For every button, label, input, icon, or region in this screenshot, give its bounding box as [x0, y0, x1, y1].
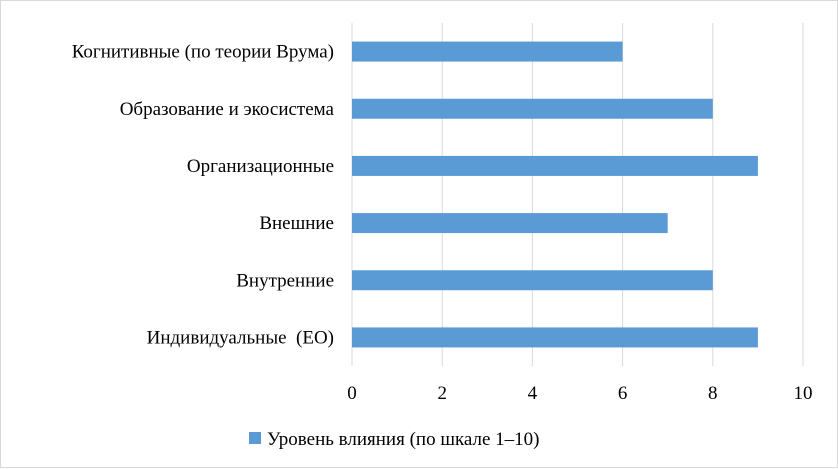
x-tick-label-2: 2	[437, 383, 447, 404]
x-tick-label-10: 10	[794, 383, 813, 404]
bar-2	[352, 270, 713, 291]
x-tick-label-4: 4	[528, 383, 538, 404]
category-labels: Индивидуальные (ЕО) Внутренние Внешние Орга…	[72, 42, 335, 349]
bar-5	[352, 98, 713, 119]
legend: Уровень влияния (по шкале 1–10)	[249, 429, 540, 450]
category-label-4: Организационные	[187, 156, 334, 177]
legend-swatch	[249, 432, 261, 444]
category-label-6: Когнитивные (по теории Врума)	[72, 42, 334, 63]
x-tick-label-8: 8	[708, 383, 718, 404]
bar-6	[352, 41, 623, 62]
bars	[352, 41, 758, 348]
x-axis-tick-labels: 0 2 4 6 8 10	[347, 383, 812, 404]
x-tick-label-6: 6	[618, 383, 628, 404]
category-label-1: Индивидуальные (ЕО)	[147, 327, 334, 348]
category-label-2: Внутренние	[236, 270, 334, 291]
category-label-5: Образование и экосистема	[120, 99, 335, 120]
legend-label: Уровень влияния (по шкале 1–10)	[267, 429, 540, 450]
category-label-3: Внешние	[259, 213, 334, 234]
bar-1	[352, 327, 758, 348]
bar-4	[352, 155, 758, 176]
bar-3	[352, 213, 668, 234]
gridlines	[351, 23, 804, 366]
x-tick-label-0: 0	[347, 383, 357, 404]
